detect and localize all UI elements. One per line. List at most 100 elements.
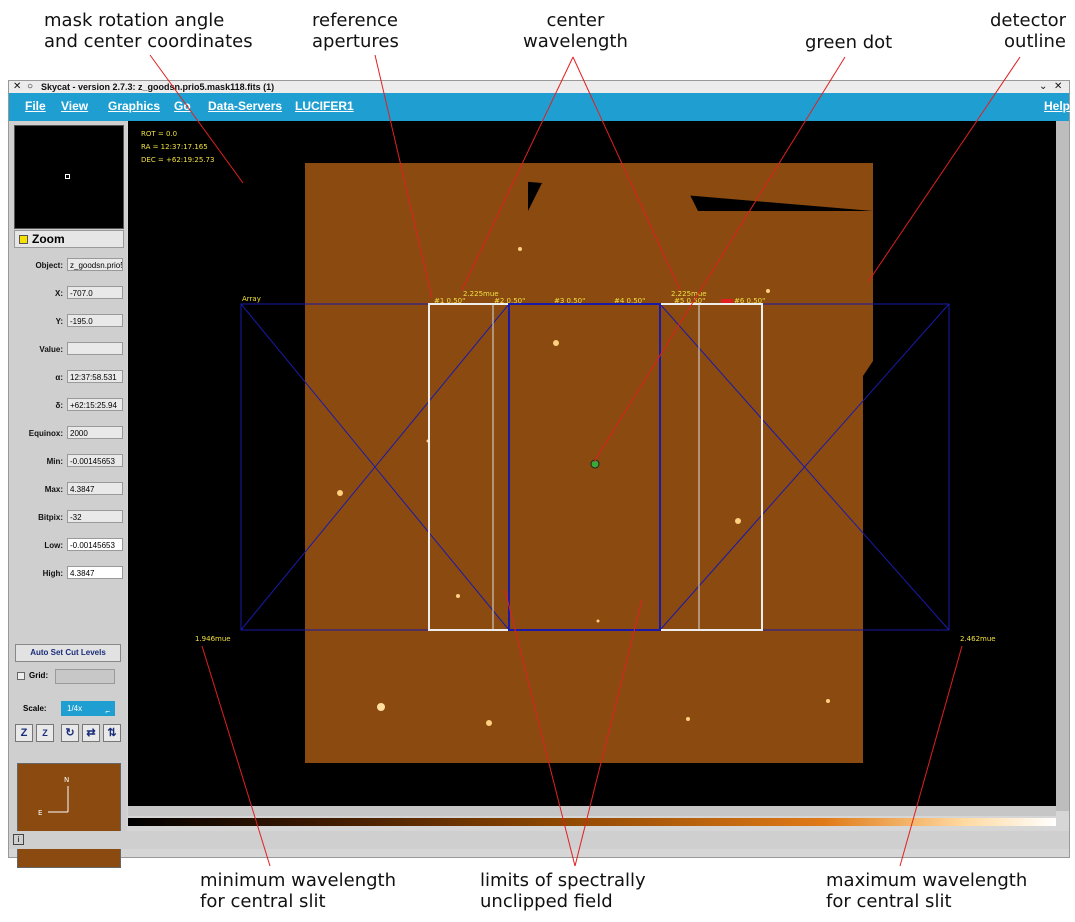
low-value[interactable]: -0.00145653 [67,538,123,551]
field-x: X: -707.0 [9,286,127,302]
compass-north: N [64,776,69,784]
callout-max-wavelength: maximum wavelength for central slit [826,870,1028,912]
menu-bar: File View Graphics Go Data-Servers LUCIF… [9,93,1071,121]
field-value: Value: [9,342,127,358]
slit-label-3: #3 0.50" [554,297,585,305]
alpha-label: α: [55,373,63,382]
slit-label-5: #5 0.50" [674,297,705,305]
array-label: Array [242,295,261,303]
window-menu-icon[interactable]: ○ [27,81,34,92]
green-dot [590,459,600,469]
horizontal-scrollbar[interactable] [128,806,1056,816]
scale-label: Scale: [23,704,47,713]
value-value[interactable] [67,342,123,355]
callout-reference: reference apertures [312,10,399,52]
callout-limits: limits of spectrally unclipped field [480,870,646,912]
info-panel: Zoom Object: z_goodsn.prio5. X: -707.0 Y… [9,121,127,868]
max-label: Max: [44,485,63,494]
equinox-label: Equinox: [28,429,63,438]
slit-label-2: #2 0.50" [494,297,525,305]
field-delta: δ: +62:15:25.94 [9,398,127,414]
min-label: Min: [46,457,63,466]
delta-label: δ: [55,401,63,410]
flip-y-icon[interactable]: ⇅ [103,724,121,742]
equinox-value[interactable]: 2000 [67,426,123,439]
scale-value: 1/4x [67,704,83,713]
menu-go[interactable]: Go [174,99,191,113]
rotate-icon[interactable]: ↻ [61,724,79,742]
menu-lucifer1[interactable]: LUCIFER1 [295,99,354,113]
delta-value[interactable]: +62:15:25.94 [67,398,123,411]
close-icon[interactable]: ✕ [1054,81,1063,92]
grid-row: Grid: [9,669,127,685]
status-bar: i [9,831,1069,849]
bitpix-value[interactable]: -32 [67,510,123,523]
alpha-value[interactable]: 12:37:58.531 [67,370,123,383]
compass-east: E [38,809,42,817]
image-border-mask-tl [305,163,528,211]
menu-file[interactable]: File [25,99,46,113]
field-bitpix: Bitpix: -32 [9,510,127,526]
field-equinox: Equinox: 2000 [9,426,127,442]
grid-label: Grid: [29,671,49,680]
magnifier-cursor [65,174,70,179]
slit-label-1: #1 0.50" [434,297,465,305]
image-canvas[interactable]: ROT = 0.0 RA = 12:37:17.165 DEC = +62:19… [128,121,1056,811]
skycat-window: ✕ ○ Skycat - version 2.7.3: z_goodsn.pri… [8,80,1071,868]
title-bar[interactable]: ✕ ○ Skycat - version 2.7.3: z_goodsn.pri… [9,81,1069,93]
slit-label-6: #6 0.50" [734,297,765,305]
field-low: Low: -0.00145653 [9,538,127,554]
min-value[interactable]: -0.00145653 [67,454,123,467]
checkbox-icon[interactable] [17,672,25,680]
slit-marker [721,299,733,303]
menu-data-servers[interactable]: Data-Servers [208,99,283,113]
y-value[interactable]: -195.0 [67,314,123,327]
callout-green-dot: green dot [805,32,893,53]
min-wl-text: 1.946mue [195,635,231,643]
x-close-icon[interactable]: ✕ [13,81,22,92]
slit-label-4: #4 0.50" [614,297,645,305]
field-y: Y: -195.0 [9,314,127,330]
scale-dropdown[interactable]: 1/4x ⌐ [61,701,115,716]
pan-compass: N E [38,776,69,817]
low-label: Low: [44,541,63,550]
field-min: Min: -0.00145653 [9,454,127,470]
array-diagonal-right-up [659,303,950,631]
dropdown-icon: ⌐ [105,707,110,716]
grid-input[interactable] [55,669,115,684]
zoom-out-button[interactable]: Z [36,724,54,742]
rot-text: ROT = 0.0 [141,130,177,138]
high-label: High: [42,569,63,578]
x-value[interactable]: -707.0 [67,286,123,299]
value-label: Value: [39,345,63,354]
bitpix-label: Bitpix: [38,513,63,522]
menu-help[interactable]: Help [1044,99,1071,113]
high-value[interactable]: 4.3847 [67,566,123,579]
menu-view[interactable]: View [61,99,89,113]
field-high: High: 4.3847 [9,566,127,582]
zoom-toggle[interactable]: Zoom [14,230,124,248]
y-label: Y: [55,317,63,326]
array-diagonal-left-up [240,303,510,631]
flip-x-icon[interactable]: ⇄ [82,724,100,742]
vertical-scrollbar[interactable] [1056,121,1069,811]
window-title: Skycat - version 2.7.3: z_goodsn.prio5.m… [41,82,275,92]
checkbox-icon [19,235,28,244]
magnifier-window[interactable] [14,125,124,229]
max-value[interactable]: 4.3847 [67,482,123,495]
callout-detector: detector outline [990,10,1066,52]
ra-text: RA = 12:37:17.165 [141,143,208,151]
info-icon[interactable]: i [13,834,24,845]
center-wl-left: 2.225mue [463,290,499,298]
scale-row: Scale: 1/4x ⌐ [9,701,127,717]
field-max: Max: 4.3847 [9,482,127,498]
minimize-icon[interactable]: ⌄ [1039,81,1048,92]
dec-text: DEC = +62:19:25.73 [141,156,214,164]
pan-window[interactable]: N E [17,763,121,868]
object-value[interactable]: z_goodsn.prio5. [67,258,123,271]
zoom-in-button[interactable]: Z [15,724,33,742]
auto-set-cut-levels-button[interactable]: Auto Set Cut Levels [15,644,121,662]
object-label: Object: [35,261,63,270]
menu-graphics[interactable]: Graphics [108,99,161,113]
callout-rotation: mask rotation angle and center coordinat… [44,10,253,52]
